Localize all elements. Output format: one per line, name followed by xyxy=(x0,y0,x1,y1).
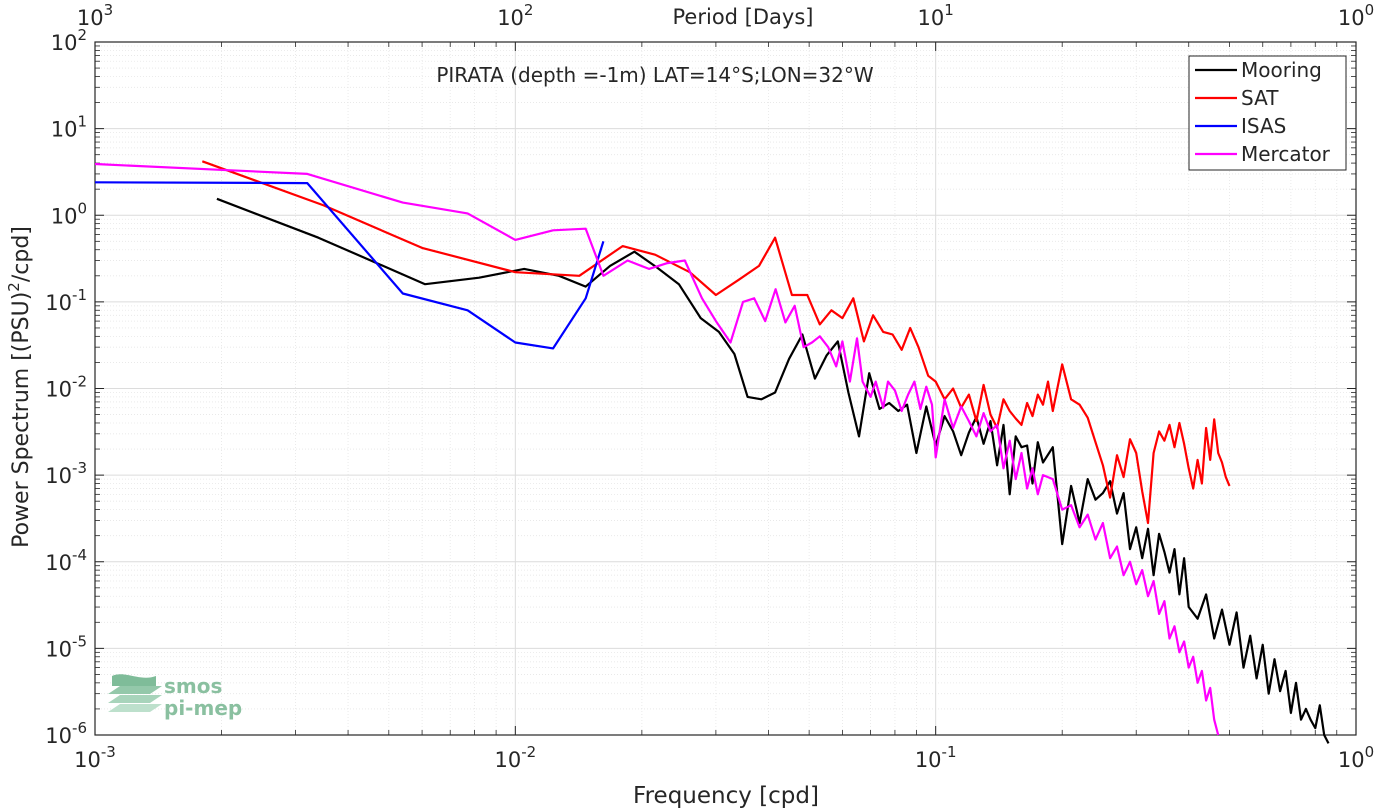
smos-pi-mep-logo: smos pi-mep xyxy=(108,674,242,720)
top-tick-label-base: 10 xyxy=(497,6,524,30)
y-tick-label-base: 10 xyxy=(45,464,72,488)
legend-label-mercator: Mercator xyxy=(1241,142,1331,166)
top-tick-label-base: 10 xyxy=(918,6,945,30)
x-tick-label-exp: 0 xyxy=(1365,743,1375,761)
legend-label-sat: SAT xyxy=(1241,86,1279,110)
series-line-isas xyxy=(94,181,605,350)
y-tick-label-base: 10 xyxy=(51,31,78,55)
top-tick-label: 103 xyxy=(77,1,113,30)
y-tick-label: 10-4 xyxy=(45,546,87,575)
x-tick-label-base: 10 xyxy=(915,748,942,772)
y-tick-label: 10-1 xyxy=(45,286,87,315)
top-tick-label-base: 10 xyxy=(77,6,104,30)
y-tick-label-base: 10 xyxy=(45,637,72,661)
y-axis-label-tail: /cpd] xyxy=(9,226,34,282)
top-tick-label: 100 xyxy=(1338,1,1374,30)
series-line-sat xyxy=(201,160,1231,525)
y-tick-label-exp: 0 xyxy=(77,199,87,217)
chart-title: PIRATA (depth =-1m) LAT=14°S;LON=32°W xyxy=(436,63,874,87)
y-tick-label: 10-3 xyxy=(45,459,87,488)
x-tick-label-base: 10 xyxy=(1338,748,1365,772)
tick-marks xyxy=(94,41,1357,736)
minor-grid xyxy=(95,42,1356,735)
y-tick-label: 10-6 xyxy=(45,719,87,748)
y-tick-label-base: 10 xyxy=(51,204,78,228)
logo-line1: smos xyxy=(164,674,222,698)
logo-line2: pi-mep xyxy=(164,696,242,720)
series-layer xyxy=(94,160,1330,744)
x-tick-label-exp: -2 xyxy=(521,743,536,761)
legend-box xyxy=(1188,55,1347,171)
top-tick-label: 102 xyxy=(497,1,533,30)
top-axis-label: Period [Days] xyxy=(673,5,814,29)
legend-label-mooring: Mooring xyxy=(1241,58,1322,82)
y-tick-label-base: 10 xyxy=(51,118,78,142)
series-line-mercator xyxy=(94,162,1220,736)
top-tick-label-exp: 2 xyxy=(524,1,534,19)
top-tick-label-exp: 0 xyxy=(1365,1,1375,19)
y-tick-label-exp: -6 xyxy=(72,719,87,737)
y-tick-label: 100 xyxy=(51,199,87,228)
top-tick-label-base: 10 xyxy=(1338,6,1365,30)
x-tick-label-base: 10 xyxy=(494,748,521,772)
logo-layers-icon xyxy=(108,674,162,712)
legend-label-isas: ISAS xyxy=(1241,114,1286,138)
x-tick-label: 10-1 xyxy=(915,743,957,772)
top-tick-label-exp: 3 xyxy=(104,1,114,19)
x-tick-label: 10-3 xyxy=(74,743,116,772)
x-tick-label: 100 xyxy=(1338,743,1374,772)
y-tick-label-exp: 2 xyxy=(77,26,87,44)
x-tick-label-exp: -1 xyxy=(942,743,957,761)
y-tick-label-exp: -1 xyxy=(72,286,87,304)
y-tick-label: 101 xyxy=(51,113,87,142)
y-tick-label-base: 10 xyxy=(45,291,72,315)
y-tick-label-base: 10 xyxy=(45,378,72,402)
y-tick-label-exp: -3 xyxy=(72,459,87,477)
legend: Mooring SAT ISAS Mercator xyxy=(1188,55,1347,171)
x-tick-label-exp: -3 xyxy=(101,743,116,761)
y-tick-label-base: 10 xyxy=(45,551,72,575)
y-tick-label: 102 xyxy=(51,26,87,55)
y-axis-label-main: Power Spectrum [(PSU) xyxy=(9,292,34,548)
y-tick-label: 10-5 xyxy=(45,632,87,661)
y-axis-label-sup: 2 xyxy=(5,282,23,292)
series-line-mooring xyxy=(216,197,1330,744)
top-tick-label: 101 xyxy=(918,1,954,30)
y-tick-label-exp: -4 xyxy=(72,546,87,564)
y-tick-label-exp: 1 xyxy=(77,113,87,131)
x-tick-label: 10-2 xyxy=(494,743,536,772)
x-tick-label-base: 10 xyxy=(74,748,101,772)
x-axis-label: Frequency [cpd] xyxy=(633,783,819,809)
y-tick-label-base: 10 xyxy=(45,724,72,748)
top-tick-label-exp: 1 xyxy=(944,1,954,19)
y-tick-label-exp: -2 xyxy=(72,373,87,391)
y-axis-label: Power Spectrum [(PSU)2/cpd] xyxy=(5,226,34,548)
y-tick-label: 10-2 xyxy=(45,373,87,402)
y-tick-label-exp: -5 xyxy=(72,632,87,650)
